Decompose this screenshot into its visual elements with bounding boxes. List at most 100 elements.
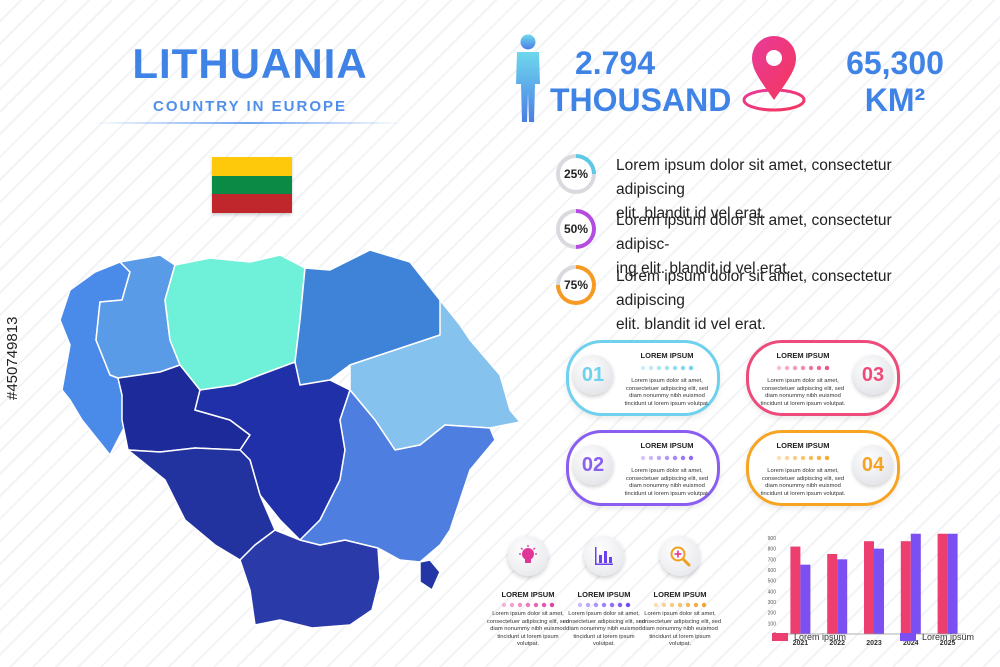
lightbulb-icon [519,545,537,563]
dot [601,602,607,608]
dot [693,602,699,608]
bar-chart-icon-bubble [584,536,624,576]
dot [688,455,694,461]
y-axis-ticks: 0100200300400500600700800900 [768,536,777,638]
percent-ring: 25% [556,154,596,194]
percent-label: 50% [560,213,592,245]
dot [656,455,662,461]
card-body-line: tincidunt ut lorem ipsum volutpat. [624,400,710,407]
percent-text-line: Lorem ipsum dolor sit amet, consectetur … [616,212,892,253]
dot [525,602,531,608]
card-number: 01 [573,355,613,395]
dot [824,365,830,371]
info-card-03: LOREM IPSUM Lorem ipsum dolor sit amet, … [746,340,900,416]
bar-2022-series-1 [827,554,838,634]
dot [776,455,782,461]
page-subtitle: COUNTRY IN EUROPE [152,98,348,115]
icon-item-3: LOREM IPSUM Lorem ipsum dolor sit amet, … [638,536,722,649]
dots-divider [640,455,694,461]
dot [808,365,814,371]
percent-label: 25% [560,158,592,190]
y-tick-label: 100 [768,621,777,627]
population-value: 2.794 [574,45,656,81]
info-card-02: 02 LOREM IPSUM Lorem ipsum dolor sit ame… [566,430,720,506]
card-body-line: Lorem ipsum dolor sit amet, [631,378,703,384]
dots-divider [776,455,830,461]
x-axis-labels: 2021 2022 2023 2024 2025 [793,640,956,647]
y-tick-label: 900 [768,536,777,542]
dot [617,602,623,608]
population-unit: THOUSAND [550,82,732,118]
bar-2021-series-1 [790,546,801,634]
icon-item-heading: LOREM IPSUM [653,590,707,599]
dot [672,455,678,461]
percent-item-1: 25% [556,154,596,194]
legend-swatch [772,633,788,641]
card-number: 04 [853,445,893,485]
x-tick-label: 2024 [903,640,919,647]
dot [701,602,707,608]
dot [800,365,806,371]
dot [792,455,798,461]
dot [541,602,547,608]
card-body-line: consectetuer adipiscing elit, sed [761,385,845,392]
info-card-01: 01 LOREM IPSUM Lorem ipsum dolor sit ame… [566,340,720,416]
y-tick-label: 300 [768,600,777,606]
card-body-line: diam nonummy nibh euismod [765,393,841,400]
flag-stripe-yellow [212,157,292,176]
dots-divider [501,602,555,608]
dot [672,365,678,371]
percent-text-2: Lorem ipsum dolor sit amet, consectetur … [616,209,916,281]
dot [680,455,686,461]
dot [784,365,790,371]
icon-item-body-line: tincidunt ut lorem ipsum volutpat. [573,633,635,648]
legend-item-1: Lorem ipsum [772,632,846,642]
dot [517,602,523,608]
card-heading: LOREM IPSUM [640,351,694,360]
card-heading: LOREM IPSUM [776,351,830,360]
icon-item-heading: LOREM IPSUM [577,590,631,599]
dot [509,602,515,608]
dot [609,602,615,608]
dot [533,602,539,608]
dot [688,365,694,371]
percent-text-line: Lorem ipsum dolor sit amet, consectetur … [616,157,892,198]
dot [816,455,822,461]
dot [640,365,646,371]
card-body-line: Lorem ipsum dolor sit amet, [631,468,703,474]
icon-item-2: LOREM IPSUM Lorem ipsum dolor sit amet, … [562,536,646,649]
card-body-line: diam nonummy nibh euismod [765,483,841,490]
dot [549,602,555,608]
dot [792,365,798,371]
dot [593,602,599,608]
dots-divider [640,365,694,371]
legend-label: Lorem ipsum [922,632,975,642]
card-body-line: diam nonummy nibh euismod [629,393,705,400]
icon-item-heading: LOREM IPSUM [501,590,555,599]
map-region-vilnius[interactable] [299,389,496,563]
dot [776,365,782,371]
x-tick-label: 2025 [940,640,956,647]
card-body-line: tincidunt ut lorem ipsum volutpat. [760,490,846,497]
dots-divider [577,602,631,608]
percent-text-1: Lorem ipsum dolor sit amet, consectetur … [616,154,916,226]
bar-series [790,533,958,634]
dot [800,455,806,461]
icon-item-body-line: consectetuer adipiscing elit, sed [638,618,722,625]
card-body-line: tincidunt ut lorem ipsum volutpat. [760,400,846,407]
y-tick-label: 400 [768,589,777,595]
dot [677,602,683,608]
map-region-salcininkai[interactable] [419,559,441,591]
percent-text-line: Lorem ipsum dolor sit amet, consectetur … [616,268,892,309]
magnifier-plus-icon-bubble [660,536,700,576]
card-body-line: consectetuer adipiscing elit, sed [761,475,845,482]
x-tick-label: 2023 [866,640,882,647]
icon-item-1: LOREM IPSUM Lorem ipsum dolor sit amet, … [486,536,570,649]
y-tick-label: 500 [768,579,777,585]
map-region-alytus[interactable] [239,529,381,629]
x-tick-label: 2022 [829,640,845,647]
legend-item-2: Lorem ipsum [900,632,974,642]
bar-2021-series-2 [800,564,811,634]
y-tick-label: 700 [768,557,777,563]
dot [656,365,662,371]
